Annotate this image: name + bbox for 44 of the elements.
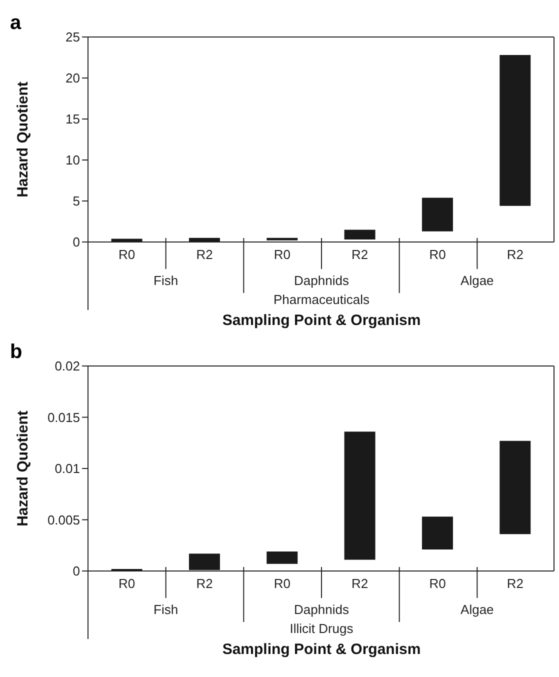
y-tick-label: 0.015 (47, 410, 80, 425)
chart-title: b (10, 341, 22, 364)
text: Illicit Drugs (288, 621, 354, 636)
x-axis-title: Sampling Point & Organism (221, 312, 422, 329)
x-tick-label: R0 (274, 247, 290, 262)
bar (344, 432, 376, 560)
text: Algae (460, 602, 495, 617)
x-tick-label: R0 (274, 576, 290, 592)
y-tick-label: 0.01 (54, 461, 80, 476)
x-axis-title: Sampling Point & Organism (221, 641, 422, 658)
y-tick-label: 0.005 (47, 512, 80, 528)
x-tick-label: R2 (352, 247, 368, 262)
y-tick-label: 10 (66, 152, 80, 168)
text: Daphnids (293, 602, 350, 617)
chart-title: a (10, 12, 22, 35)
x-tick-label: R0 (118, 576, 136, 592)
text: Algae (460, 273, 495, 288)
x-tick-label: R0 (429, 247, 446, 262)
y-tick-label: 20 (66, 70, 80, 86)
text: Daphnids (293, 273, 350, 288)
x-tick-label: R2 (196, 576, 213, 592)
text: Pharmaceuticals (272, 292, 371, 307)
y-axis-title: Hazard Quotient (14, 410, 32, 526)
text: Fish (152, 273, 180, 288)
x-tick-label: R2 (506, 247, 524, 262)
bar (500, 55, 531, 206)
y-tick-label: 15 (66, 112, 80, 127)
bar (500, 440, 531, 534)
bar (422, 516, 453, 550)
bar (344, 230, 376, 240)
y-tick-label: 5 (72, 194, 80, 209)
y-tick-label: 25 (66, 30, 80, 45)
x-tick-label: R2 (352, 576, 368, 592)
x-tick-label: R2 (506, 576, 524, 592)
x-tick-label: R0 (118, 247, 136, 262)
y-tick-label: 0.02 (54, 358, 80, 374)
y-tick-label: 0 (72, 564, 80, 579)
bar (422, 198, 453, 232)
bar (266, 552, 298, 564)
y-axis-title: Hazard Quotient (14, 82, 32, 198)
y-tick-label: 0 (72, 234, 80, 250)
x-tick-label: R2 (196, 247, 213, 262)
text: Fish (152, 602, 180, 617)
x-tick-label: R0 (429, 576, 446, 592)
